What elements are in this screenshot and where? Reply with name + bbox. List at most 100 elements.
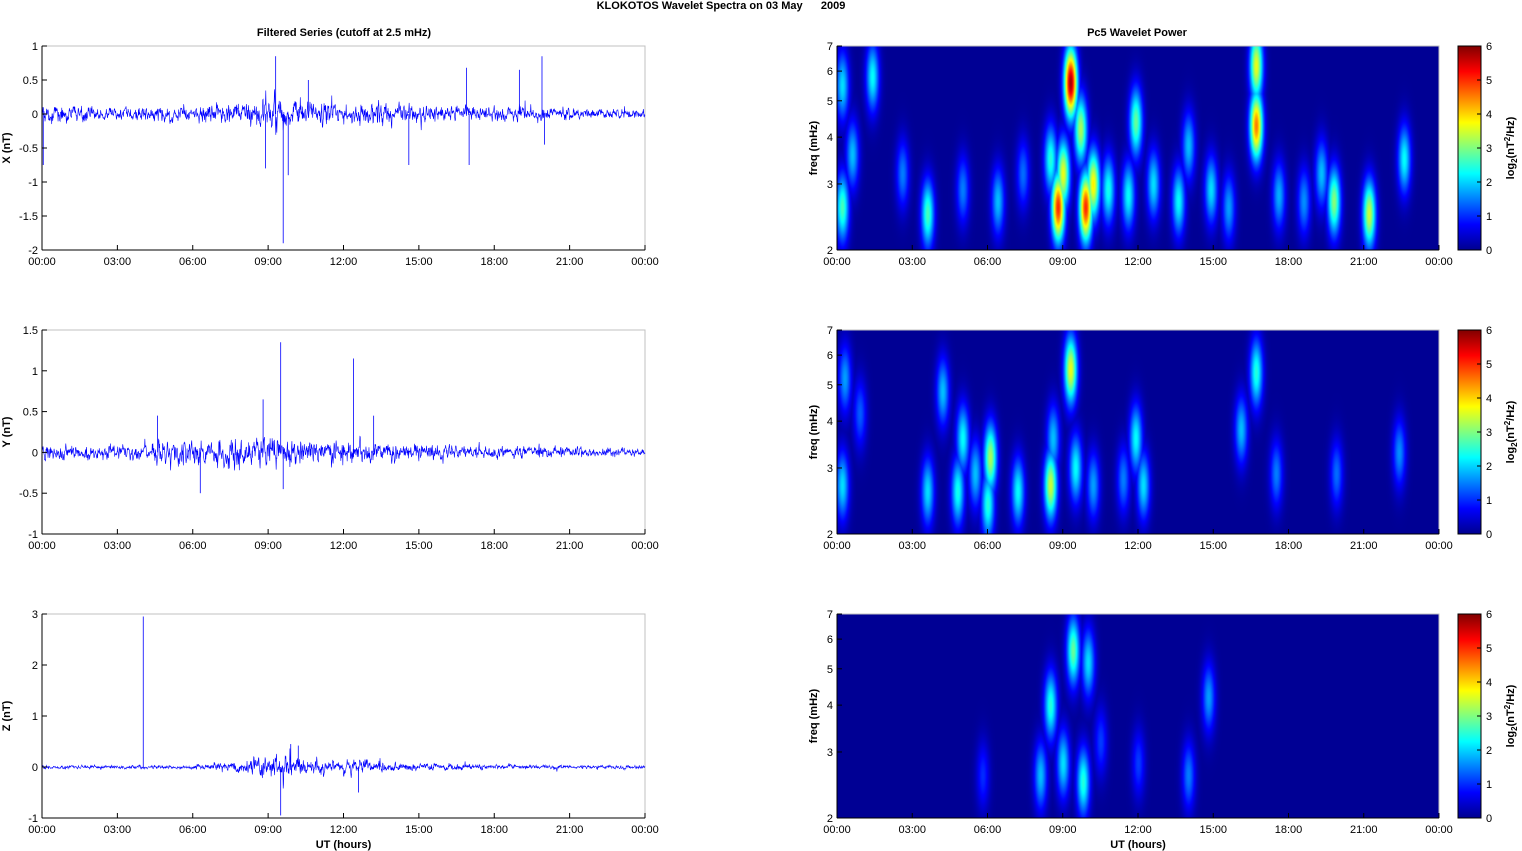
ytick-label: -2 [28,245,38,257]
spectrum-xtick-label: 00:00 [1425,540,1453,552]
colorbar-tick-label: 1 [1486,779,1492,791]
ytick-label: 2 [827,529,833,541]
ytick-label: 6 [827,66,833,78]
spectrum-xtick-label: 09:00 [1049,824,1077,836]
x-axis-label-left: UT (hours) [316,839,372,851]
ytick-label: 0 [32,109,38,121]
spectrum-xtick-label: 15:00 [1199,824,1227,836]
colorbar-tick-label: 0 [1486,529,1492,541]
plot-area [41,613,646,819]
line-xtick-label: 06:00 [179,540,207,552]
line-xtick-label: 03:00 [104,256,132,268]
y-axis-label: freq (mHz) [808,120,820,175]
right-column-title: Pc5 Wavelet Power [1087,27,1188,39]
ytick-label: 0 [32,447,38,459]
line-xtick-label: 12:00 [330,540,358,552]
ytick-label: -1 [28,813,38,825]
spectrum-xtick-label: 00:00 [1425,824,1453,836]
colorbar-tick-label: 5 [1486,359,1492,371]
ytick-label: 5 [827,380,833,392]
line-xtick-label: 00:00 [631,540,659,552]
spectrum-xtick-label: 00:00 [823,540,851,552]
y-axis-label: Y (nT) [1,416,13,447]
plot-area [41,329,646,535]
colorbar: 6 5 4 3 2 1 0 log2(nT2/Hz) [1457,325,1519,541]
ytick-label: -1.5 [19,211,38,223]
line-xtick-label: 21:00 [556,540,584,552]
colorbar: 6 5 4 3 2 1 0 log2(nT2/Hz) [1457,41,1519,257]
spectrum-xtick-label: 03:00 [898,824,926,836]
colorbar-tick-label: 2 [1486,745,1492,757]
colorbar-label: log2(nT2/Hz) [1503,116,1519,179]
colorbar-tick-label: 1 [1486,211,1492,223]
colorbar-tick-label: 6 [1486,325,1492,337]
ytick-label: 7 [827,325,833,337]
spectrum-xtick-label: 21:00 [1350,540,1378,552]
line-xtick-label: 03:00 [104,540,132,552]
colorbar-tick-label: 2 [1486,461,1492,473]
spectrum-xtick-label: 00:00 [1425,256,1453,268]
spectrum-xtick-label: 21:00 [1350,824,1378,836]
line-xtick-label: 18:00 [480,540,508,552]
wavelet-power-image [837,46,1439,250]
spectrum-xtick-label: 15:00 [1199,256,1227,268]
line-xtick-label: 06:00 [179,256,207,268]
figure-title: KLOKOTOS Wavelet Spectra on 03 May 2009 [597,0,846,12]
line-xtick-label: 15:00 [405,256,433,268]
line-xtick-label: 00:00 [28,256,56,268]
y-axis-label: freq (mHz) [808,404,820,459]
line-xtick-label: 12:00 [330,256,358,268]
spectrum-xtick-label: 06:00 [974,824,1002,836]
colorbar-label: log2(nT2/Hz) [1503,400,1519,463]
ytick-label: 2 [827,813,833,825]
ytick-label: 5 [827,96,833,108]
line-xtick-label: 15:00 [405,540,433,552]
line-xtick-label: 21:00 [556,256,584,268]
trace-line [41,748,646,789]
line-xtick-label: 15:00 [405,824,433,836]
spectrum-xtick-label: 06:00 [974,540,1002,552]
line-xtick-label: 03:00 [104,824,132,836]
ytick-label: 4 [827,132,833,144]
spectrum-xtick-label: 18:00 [1275,824,1303,836]
colorbar-tick-label: 3 [1486,711,1492,723]
line-xtick-label: 21:00 [556,824,584,836]
ytick-label: 1 [32,711,38,723]
ytick-label: 0.5 [23,407,38,419]
colorbar-label: log2(nT2/Hz) [1503,684,1519,747]
spectrum-xtick-label: 00:00 [823,256,851,268]
ytick-label: 1.5 [23,325,38,337]
left-column-title: Filtered Series (cutoff at 2.5 mHz) [257,27,432,39]
ytick-label: 2 [827,245,833,257]
spectrum-xtick-label: 00:00 [823,824,851,836]
trace-line [41,89,646,135]
line-panel-y: 1.510.50-0.5-100:00 03:00 06:00 09:00 12:00 1… [1,325,659,552]
plot-area [41,45,646,251]
ytick-label: 4 [827,416,833,428]
ytick-label: 7 [827,41,833,53]
spectrum-xtick-label: 21:00 [1350,256,1378,268]
spectrum-xtick-label: 09:00 [1049,256,1077,268]
line-xtick-label: 00:00 [28,540,56,552]
ytick-label: -1 [28,177,38,189]
line-xtick-label: 18:00 [480,824,508,836]
spectrum-xtick-label: 03:00 [898,256,926,268]
line-xtick-label: 06:00 [179,824,207,836]
colorbar-tick-label: 0 [1486,813,1492,825]
spectrum-xtick-label: 18:00 [1275,540,1303,552]
y-axis-label: freq (mHz) [808,688,820,743]
trace-line [41,435,646,471]
line-xtick-label: 00:00 [631,824,659,836]
line-xtick-label: 09:00 [254,824,282,836]
ytick-label: 3 [827,179,833,191]
colorbar-tick-label: 6 [1486,609,1492,621]
colorbar-tick-label: 4 [1486,109,1492,121]
colorbar-tick-label: 3 [1486,143,1492,155]
x-axis-label-right: UT (hours) [1110,839,1166,851]
ytick-label: 3 [827,463,833,475]
line-xtick-label: 09:00 [254,256,282,268]
colorbar-tick-label: 4 [1486,393,1492,405]
